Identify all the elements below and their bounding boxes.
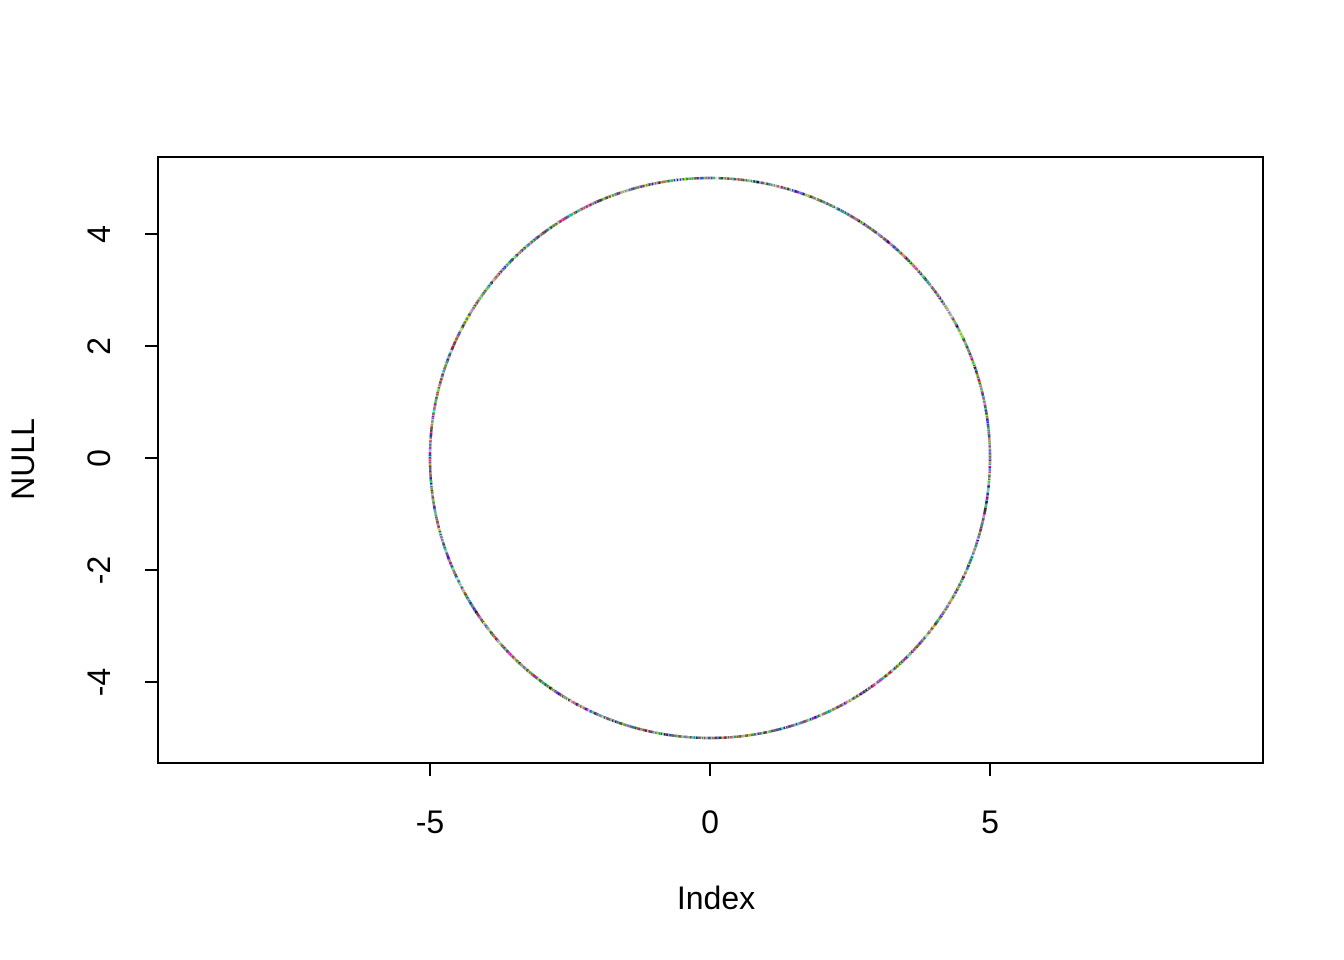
data-point — [988, 457, 992, 461]
y-axis-label: NULL — [5, 418, 41, 500]
y-tick-label: -4 — [81, 668, 117, 696]
y-axis: -4 -2 0 2 4 — [81, 225, 158, 696]
x-tick-label: 0 — [701, 804, 719, 840]
x-tick-label: -5 — [416, 804, 444, 840]
x-axis: -5 0 5 — [416, 763, 999, 840]
y-tick-label: 4 — [81, 225, 117, 243]
circle-points-series — [428, 176, 992, 740]
x-axis-label: Index — [677, 880, 755, 916]
y-tick-label: -2 — [81, 556, 117, 584]
plot-box — [157, 156, 1264, 764]
y-tick-label: 2 — [81, 337, 117, 355]
x-tick-label: 5 — [981, 804, 999, 840]
y-tick-label: 0 — [81, 449, 117, 467]
